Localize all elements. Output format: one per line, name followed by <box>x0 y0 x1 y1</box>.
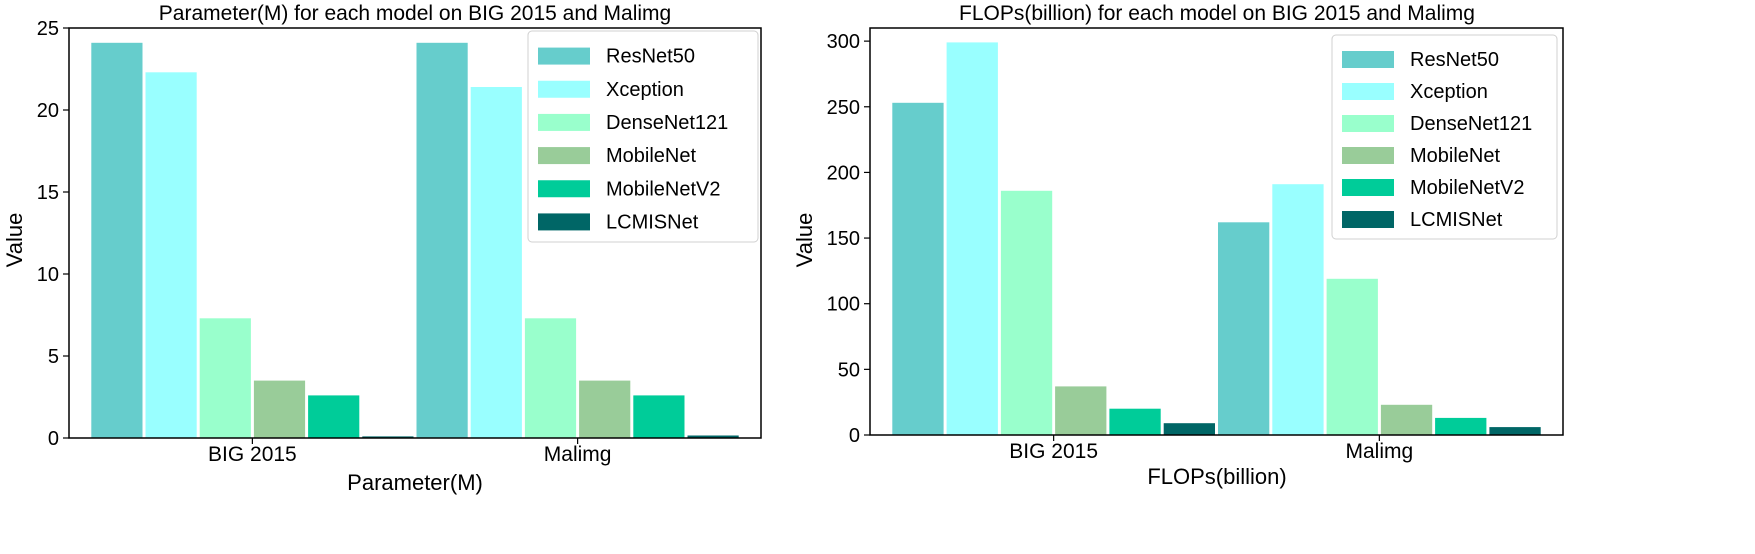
legend-swatch <box>538 80 590 98</box>
y-axis-label: Value <box>2 213 27 268</box>
bar-xception-malimg <box>470 87 522 438</box>
bar-densenet121-malimg <box>524 318 577 438</box>
legend-swatch <box>538 47 590 65</box>
legend-label: DenseNet121 <box>1410 113 1532 135</box>
legend-label: LCMISNet <box>1410 209 1503 231</box>
y-tick-label: 10 <box>37 264 59 286</box>
chart-title: Parameter(M) for each model on BIG 2015 … <box>159 2 671 25</box>
legend-label: MobileNetV2 <box>1410 177 1525 199</box>
bar-densenet121-malimg <box>1326 278 1378 435</box>
bar-xception-big-2015 <box>145 72 197 439</box>
bar-mobilenet-big-2015 <box>1055 386 1107 435</box>
legend-label: DenseNet121 <box>606 112 728 134</box>
legend-swatch <box>538 147 590 165</box>
legend-swatch <box>1342 147 1394 164</box>
bar-mobilenetv2-big-2015 <box>1109 408 1161 435</box>
flops-chart: FLOPs(billion) for each model on BIG 201… <box>792 2 1564 489</box>
x-categories-group: BIG 2015 Malimg <box>208 438 611 466</box>
legend-swatch <box>1342 179 1394 196</box>
y-ticks-group: 0 5 10 15 20 25 <box>37 18 69 450</box>
bar-resnet50-malimg <box>416 42 468 439</box>
x-category-label: BIG 2015 <box>208 443 297 466</box>
bar-lcmisnet-malimg <box>687 435 739 438</box>
legend-label: MobileNetV2 <box>606 178 721 200</box>
legend-swatch <box>1342 51 1394 68</box>
legend-swatch <box>1342 115 1394 132</box>
legend-label: ResNet50 <box>606 46 695 68</box>
legend-swatch <box>1342 83 1394 100</box>
y-tick-label: 25 <box>37 18 59 40</box>
bar-xception-malimg <box>1272 184 1324 435</box>
y-axis-label: Value <box>792 213 817 268</box>
legend-swatch <box>538 213 590 231</box>
legend-swatch <box>538 113 590 131</box>
bar-lcmisnet-big-2015 <box>1163 423 1215 435</box>
x-categories-group: BIG 2015 Malimg <box>1009 435 1413 463</box>
bar-mobilenetv2-malimg <box>633 395 685 438</box>
bar-mobilenet-big-2015 <box>253 380 306 438</box>
y-tick-label: 150 <box>827 228 860 250</box>
bar-resnet50-big-2015 <box>91 42 143 439</box>
legend-label: LCMISNet <box>606 211 699 233</box>
y-tick-label: 20 <box>37 100 59 122</box>
y-tick-label: 300 <box>827 31 860 53</box>
bar-resnet50-big-2015 <box>892 102 944 436</box>
bar-mobilenetv2-big-2015 <box>308 395 360 438</box>
bar-mobilenet-malimg <box>1380 404 1433 435</box>
chart-title: FLOPs(billion) for each model on BIG 201… <box>959 2 1475 25</box>
bar-mobilenetv2-malimg <box>1435 417 1487 435</box>
y-ticks-group: 0 50 100 150 200 250 300 <box>827 31 870 447</box>
bars-group <box>91 42 739 439</box>
x-category-label: Malimg <box>544 443 612 466</box>
legend-label: Xception <box>606 79 684 101</box>
legend: ResNet50 Xception DenseNet121 MobileNet Mobi… <box>527 30 759 243</box>
legend-label: ResNet50 <box>1410 49 1499 71</box>
y-tick-label: 15 <box>37 182 59 204</box>
bar-resnet50-malimg <box>1218 222 1270 435</box>
plot-frame <box>869 27 1564 436</box>
bar-lcmisnet-malimg <box>1489 427 1541 435</box>
legend-label: Xception <box>1410 81 1488 103</box>
y-tick-label: 100 <box>827 294 860 316</box>
legend: ResNet50 Xception DenseNet121 MobileNet Mobi… <box>1331 34 1558 240</box>
legend-label: MobileNet <box>606 145 696 167</box>
bar-densenet121-big-2015 <box>1000 190 1053 435</box>
parameter-chart: Parameter(M) for each model on BIG 2015 … <box>2 2 762 495</box>
bar-xception-big-2015 <box>946 42 998 436</box>
y-tick-label: 200 <box>827 162 860 184</box>
plot-frame <box>68 27 762 439</box>
legend-swatch <box>1342 211 1394 228</box>
x-category-label: BIG 2015 <box>1009 440 1098 463</box>
y-tick-label: 250 <box>827 97 860 119</box>
y-tick-label: 0 <box>849 425 860 447</box>
bar-mobilenet-malimg <box>579 380 631 438</box>
x-axis-label: FLOPs(billion) <box>1147 464 1286 489</box>
legend-swatch <box>538 180 590 198</box>
legend-label: MobileNet <box>1410 145 1500 167</box>
bar-densenet121-big-2015 <box>199 318 251 438</box>
y-tick-label: 50 <box>838 359 860 381</box>
x-axis-label: Parameter(M) <box>347 470 483 495</box>
y-tick-label: 0 <box>48 428 59 450</box>
bars-group <box>892 42 1541 436</box>
bar-lcmisnet-big-2015 <box>362 436 414 438</box>
x-category-label: Malimg <box>1346 440 1414 463</box>
y-tick-label: 5 <box>48 346 59 368</box>
